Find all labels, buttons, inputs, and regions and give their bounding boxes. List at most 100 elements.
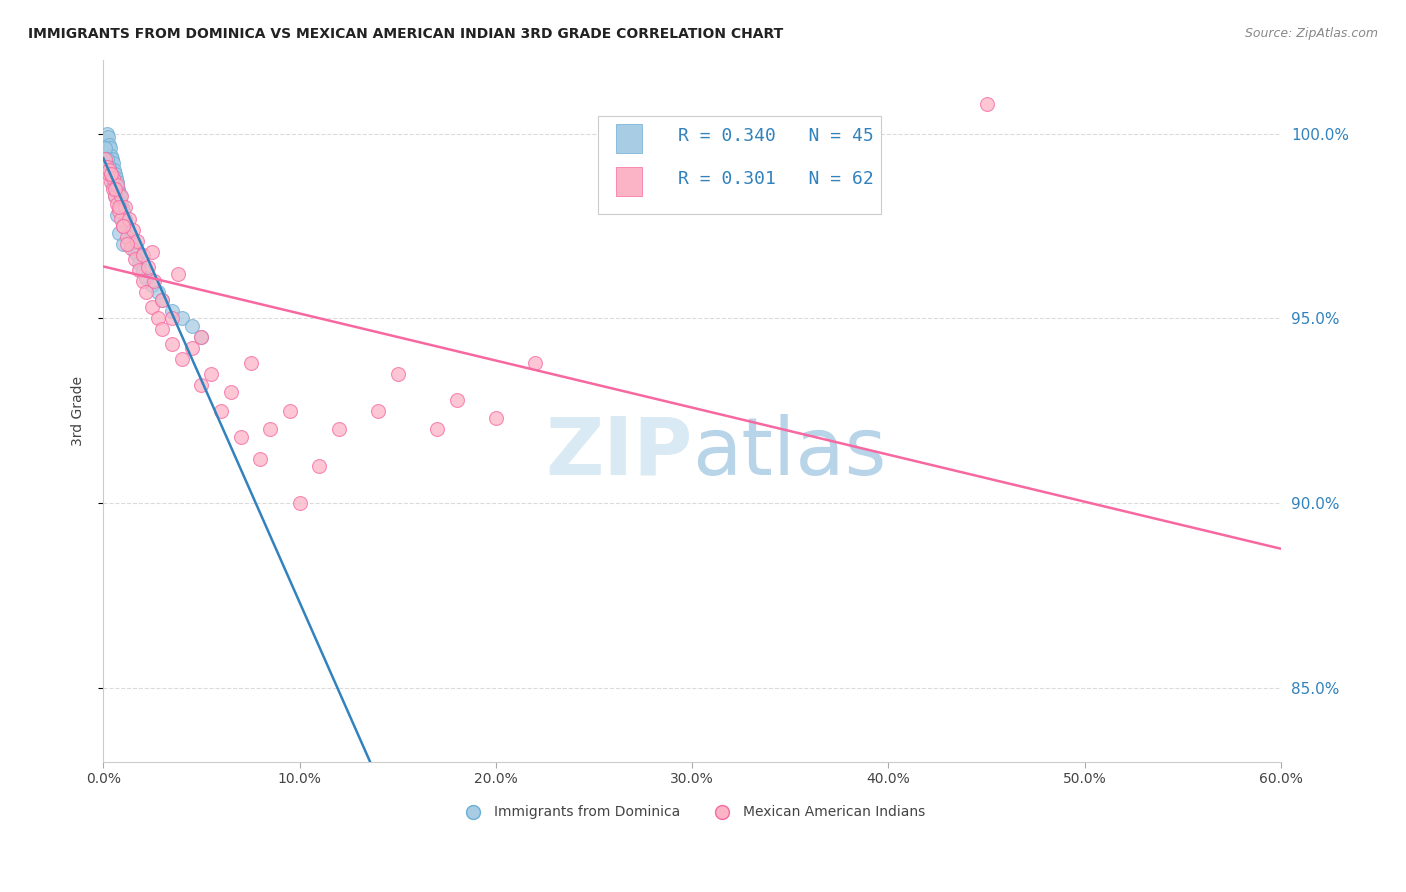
Point: [128, 263, 150, 277]
Point: [121, 222, 143, 236]
Point: [111, 204, 134, 219]
Point: [141, 244, 163, 259]
Point: [141, 278, 163, 293]
Point: [98, 163, 121, 178]
Point: [114, 201, 136, 215]
Point: [167, 267, 190, 281]
Point: [96, 134, 118, 148]
Point: [101, 182, 124, 196]
Point: [104, 189, 127, 203]
Point: [94, 153, 117, 167]
Point: [128, 256, 150, 270]
Point: [111, 219, 134, 233]
Point: [101, 153, 124, 167]
Point: [108, 189, 131, 203]
Text: R = 0.340   N = 45: R = 0.340 N = 45: [678, 127, 873, 145]
Point: [200, 367, 222, 381]
Point: [105, 208, 128, 222]
Bar: [616, 124, 641, 153]
Point: [97, 130, 120, 145]
Point: [110, 189, 132, 203]
Point: [108, 186, 131, 200]
Point: [148, 285, 170, 300]
Point: [426, 422, 449, 436]
Point: [104, 182, 127, 196]
Text: IMMIGRANTS FROM DOMINICA VS MEXICAN AMERICAN INDIAN 3RD GRADE CORRELATION CHART: IMMIGRANTS FROM DOMINICA VS MEXICAN AMER…: [28, 27, 783, 41]
Text: atlas: atlas: [692, 414, 887, 491]
Point: [96, 153, 118, 167]
Legend: Immigrants from Dominica, Mexican American Indians: Immigrants from Dominica, Mexican Americ…: [454, 800, 931, 825]
Point: [150, 293, 173, 307]
Point: [976, 97, 998, 112]
Point: [135, 285, 157, 300]
Point: [100, 175, 122, 189]
Point: [105, 175, 128, 189]
Point: [190, 330, 212, 344]
Point: [98, 141, 121, 155]
Point: [131, 274, 153, 288]
Bar: [598, 116, 880, 214]
Point: [111, 201, 134, 215]
Point: [104, 189, 127, 203]
Point: [249, 451, 271, 466]
Point: [278, 403, 301, 417]
Point: [101, 170, 124, 185]
Point: [148, 311, 170, 326]
Point: [160, 311, 183, 326]
Point: [190, 377, 212, 392]
Point: [131, 248, 153, 262]
Point: [135, 270, 157, 285]
Point: [105, 196, 128, 211]
Point: [143, 274, 166, 288]
Point: [328, 422, 350, 436]
Point: [124, 252, 146, 267]
Point: [141, 300, 163, 314]
Point: [524, 356, 547, 370]
Point: [108, 227, 131, 241]
Point: [110, 211, 132, 226]
Point: [138, 260, 160, 274]
Point: [190, 330, 212, 344]
Point: [160, 304, 183, 318]
Point: [367, 403, 389, 417]
Bar: [616, 168, 641, 196]
Text: ZIP: ZIP: [546, 414, 692, 491]
Point: [125, 234, 148, 248]
Point: [96, 160, 118, 174]
Point: [98, 137, 121, 152]
Point: [308, 459, 330, 474]
Point: [120, 241, 142, 255]
Point: [131, 263, 153, 277]
Point: [111, 237, 134, 252]
Point: [288, 496, 311, 510]
Point: [150, 322, 173, 336]
Point: [105, 178, 128, 193]
Point: [219, 385, 242, 400]
Point: [125, 248, 148, 262]
Point: [180, 341, 202, 355]
Point: [98, 167, 121, 181]
Point: [229, 429, 252, 443]
Point: [121, 237, 143, 252]
Point: [120, 234, 142, 248]
Point: [259, 422, 281, 436]
Point: [107, 182, 129, 196]
Point: [101, 156, 124, 170]
Point: [100, 149, 122, 163]
Point: [118, 227, 141, 241]
Point: [118, 211, 141, 226]
Point: [115, 237, 138, 252]
Text: R = 0.301   N = 62: R = 0.301 N = 62: [678, 169, 873, 188]
Point: [94, 141, 117, 155]
Point: [101, 178, 124, 193]
Point: [170, 311, 193, 326]
Point: [170, 351, 193, 366]
Point: [103, 163, 125, 178]
Point: [387, 367, 409, 381]
Point: [485, 411, 508, 425]
Point: [94, 145, 117, 159]
Point: [100, 167, 122, 181]
Point: [108, 204, 131, 219]
Point: [124, 244, 146, 259]
Point: [98, 160, 121, 174]
